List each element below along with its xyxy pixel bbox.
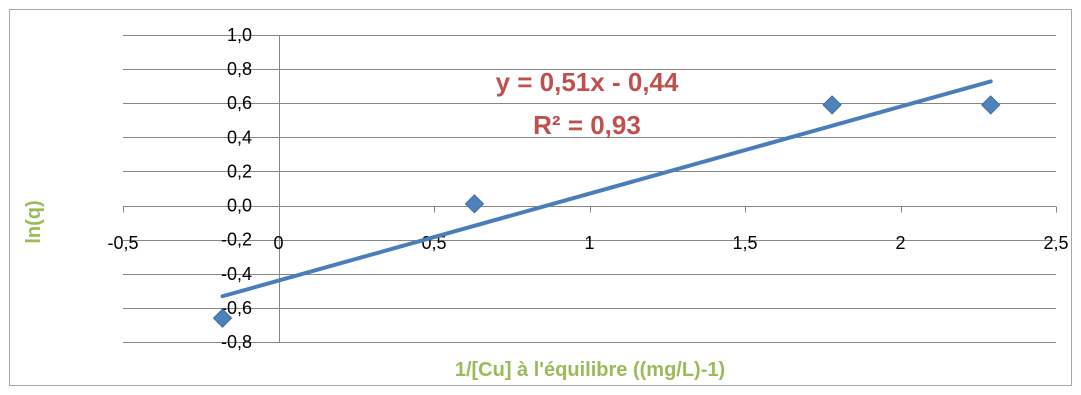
y-tick-label: 0,4 bbox=[227, 127, 252, 147]
tick-labels: -0,8-0,6-0,4-0,20,00,20,40,60,81,0-0,5 0 0… bbox=[107, 25, 1068, 352]
y-tick-label: 0,0 bbox=[227, 196, 252, 216]
data-point-diamond bbox=[980, 95, 1001, 115]
r-squared-annotation: R² = 0,93 bbox=[533, 110, 641, 140]
equation-annotation: y = 0,51x - 0,44 bbox=[496, 67, 679, 97]
data-point-diamond bbox=[464, 194, 485, 214]
y-tick-label: 0,8 bbox=[227, 59, 252, 79]
x-axis-title: 1/[Cu] à l'équilibre ((mg/L)-1) bbox=[455, 359, 725, 381]
y-tick-label: -0,8 bbox=[221, 332, 252, 352]
x-tick-label: 2 bbox=[895, 233, 905, 253]
x-tick-label: -0,5 bbox=[107, 233, 138, 253]
y-tick-label: -0,6 bbox=[221, 298, 252, 318]
y-axis-title: ln(q) bbox=[23, 200, 45, 243]
x-tick-label: 0 bbox=[273, 233, 283, 253]
y-tick-label: -0,4 bbox=[221, 264, 252, 284]
y-tick-label: 0,2 bbox=[227, 161, 252, 181]
trendline-layer bbox=[220, 79, 993, 299]
x-tick-label: 2,5 bbox=[1043, 233, 1068, 253]
trendline bbox=[220, 79, 993, 299]
y-tick-label: 1,0 bbox=[227, 25, 252, 45]
data-point-diamond bbox=[212, 308, 233, 328]
data-point-diamond bbox=[822, 95, 842, 115]
axes bbox=[123, 35, 1057, 343]
x-tick-label: 1 bbox=[584, 233, 594, 253]
data-points bbox=[212, 95, 1001, 328]
chart-border bbox=[9, 9, 1072, 386]
y-tick-label: -0,2 bbox=[221, 230, 252, 250]
x-tick-label: 1,5 bbox=[732, 233, 757, 253]
y-tick-label: 0,6 bbox=[227, 93, 252, 113]
